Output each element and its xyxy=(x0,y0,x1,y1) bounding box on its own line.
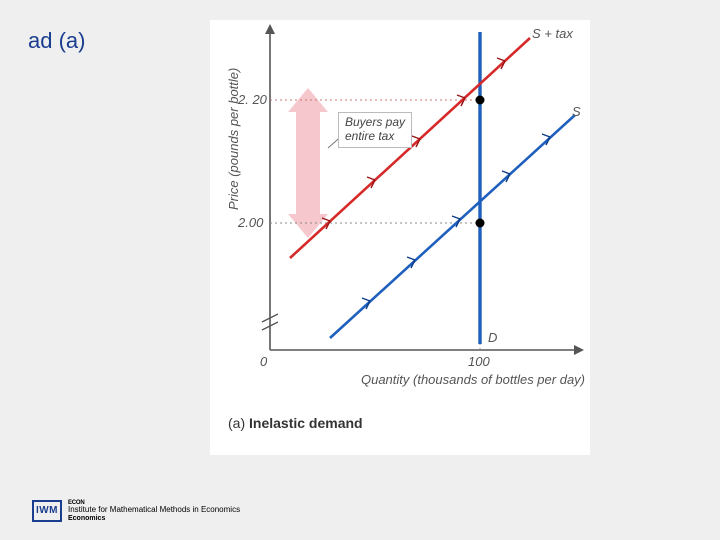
footer-line3: Economics xyxy=(68,515,240,522)
chart-panel: Price (pounds per bottle) 2. 20 2.00 0 1… xyxy=(210,20,590,455)
caption-text: Inelastic demand xyxy=(249,415,363,431)
y-tick-high: 2. 20 xyxy=(238,92,267,107)
eq-dot-taxed xyxy=(476,96,485,105)
tax-arrow xyxy=(288,88,328,238)
supply-plus-tax-curve xyxy=(290,38,530,258)
x-tick-100: 100 xyxy=(468,354,490,369)
footer-text: ECON Institute for Mathematical Methods … xyxy=(68,500,240,522)
demand-label: D xyxy=(488,330,497,345)
chart-svg xyxy=(210,20,590,455)
supply-tax-label: S + tax xyxy=(532,26,573,41)
eq-dot-untaxed xyxy=(476,219,485,228)
tax-box-line2: entire tax xyxy=(345,129,394,143)
tax-box-line1: Buyers pay xyxy=(345,115,405,129)
slide-root: ad (a) xyxy=(0,0,720,540)
supply-curve xyxy=(330,115,575,338)
footer-line2: Institute for Mathematical Methods in Ec… xyxy=(68,506,240,514)
slide-heading: ad (a) xyxy=(28,28,85,54)
tax-annotation-box: Buyers pay entire tax xyxy=(338,112,412,148)
y-axis-label: Price (pounds per bottle) xyxy=(226,68,241,210)
chart-caption: (a) Inelastic demand xyxy=(228,415,363,431)
supply-label: S xyxy=(572,104,581,119)
caption-prefix: (a) xyxy=(228,415,245,431)
x-axis-label: Quantity (thousands of bottles per day) xyxy=(335,372,585,387)
logo-icon: IWM xyxy=(32,500,62,522)
origin-label: 0 xyxy=(260,354,267,369)
y-tick-low: 2.00 xyxy=(238,215,263,230)
footer: IWM ECON Institute for Mathematical Meth… xyxy=(32,500,240,522)
